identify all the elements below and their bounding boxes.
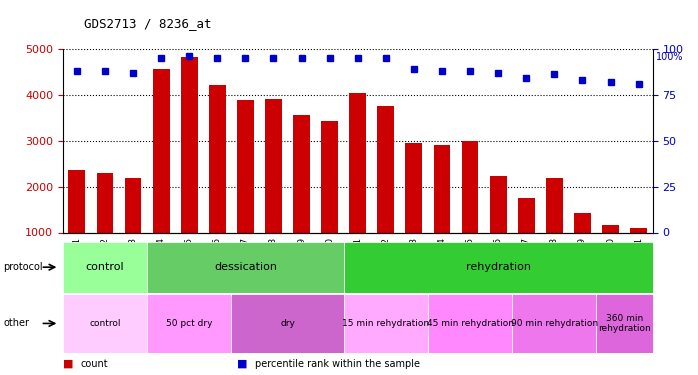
FancyBboxPatch shape [428, 294, 512, 352]
Text: percentile rank within the sample: percentile rank within the sample [255, 359, 419, 369]
Text: 90 min rehydration: 90 min rehydration [511, 319, 598, 328]
Bar [406, 143, 422, 278]
Text: 360 min
rehydration: 360 min rehydration [598, 314, 651, 333]
Bar [181, 57, 198, 278]
Text: 50 pct dry: 50 pct dry [166, 319, 212, 328]
Text: 45 min rehydration: 45 min rehydration [426, 319, 514, 328]
Text: GDS2713 / 8236_at: GDS2713 / 8236_at [84, 17, 211, 30]
Text: ■: ■ [63, 359, 73, 369]
Bar [125, 178, 142, 278]
FancyBboxPatch shape [343, 294, 428, 352]
Bar [237, 100, 254, 278]
Bar [630, 228, 647, 278]
Text: count: count [80, 359, 108, 369]
Bar [433, 145, 450, 278]
Text: control: control [89, 319, 121, 328]
FancyBboxPatch shape [343, 242, 653, 292]
FancyBboxPatch shape [63, 242, 147, 292]
Text: 100%: 100% [656, 53, 683, 63]
Bar [68, 170, 85, 278]
Bar [490, 176, 507, 278]
Text: rehydration: rehydration [466, 262, 530, 272]
FancyBboxPatch shape [512, 294, 597, 352]
Bar [265, 99, 282, 278]
Text: control: control [86, 262, 124, 272]
Bar [602, 225, 619, 278]
Bar [209, 85, 225, 278]
Bar [153, 69, 170, 278]
FancyBboxPatch shape [147, 242, 343, 292]
FancyBboxPatch shape [597, 294, 653, 352]
FancyBboxPatch shape [231, 294, 343, 352]
Text: 15 min rehydration: 15 min rehydration [342, 319, 429, 328]
Bar [349, 93, 366, 278]
Text: ■: ■ [237, 359, 248, 369]
Bar [96, 173, 113, 278]
Bar [378, 106, 394, 278]
Bar [321, 122, 338, 278]
FancyBboxPatch shape [147, 294, 231, 352]
Text: dry: dry [280, 319, 295, 328]
Text: dessication: dessication [214, 262, 277, 272]
Bar [293, 116, 310, 278]
Bar [574, 213, 591, 278]
Bar [461, 141, 479, 278]
Bar [546, 178, 563, 278]
Bar [518, 198, 535, 278]
Text: protocol: protocol [3, 262, 43, 272]
Text: other: other [3, 318, 29, 328]
FancyBboxPatch shape [63, 294, 147, 352]
